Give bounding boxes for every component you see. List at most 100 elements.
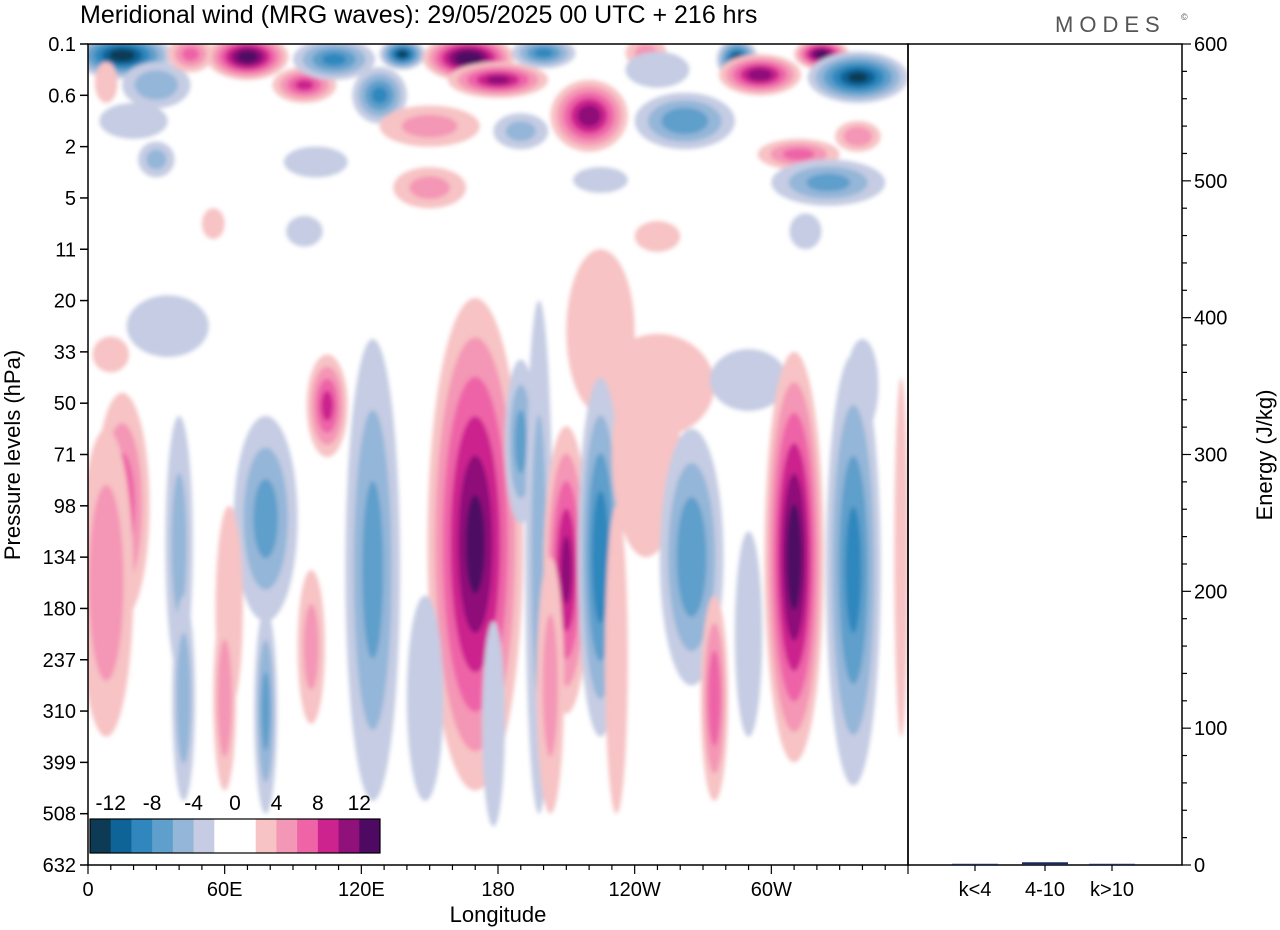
wind-cell: [379, 105, 480, 147]
colorbar-segment: [110, 819, 132, 853]
wind-cell: [894, 377, 908, 737]
x-axis-title: Longitude: [450, 902, 547, 927]
y-axis-title: Pressure levels (hPa): [0, 350, 25, 560]
energy-category-label: 4-10: [1025, 879, 1065, 901]
logo-mark: ©: [1181, 12, 1188, 22]
energy-tick-label: 0: [1194, 855, 1205, 877]
energy-tick-label: 100: [1194, 718, 1227, 740]
wind-cell: [700, 595, 729, 801]
energy-tick-label: 600: [1194, 34, 1227, 56]
colorbar-segment: [359, 819, 381, 853]
wind-cell: [493, 113, 549, 150]
colorbar-label: -4: [184, 792, 203, 815]
wind-cell: [122, 61, 191, 109]
contour-field: [88, 44, 908, 827]
longitude-tick-label: 0: [82, 879, 93, 901]
colorbar-segment: [338, 819, 360, 853]
pressure-tick-label: 20: [54, 291, 76, 313]
colorbar-label: 4: [271, 792, 283, 815]
wind-cell: [734, 531, 763, 737]
wind-cell: [297, 569, 325, 724]
wind-cell: [771, 159, 886, 206]
wind-cell: [634, 221, 681, 252]
wind-cell: [352, 67, 407, 124]
wind-cell: [807, 51, 908, 104]
wind-cell: [88, 428, 134, 737]
wind-cell: [254, 608, 278, 814]
colorbar-segment: [276, 819, 298, 853]
energy-tick-label: 200: [1194, 581, 1227, 603]
wind-cell: [306, 354, 348, 458]
pressure-tick-label: 33: [54, 342, 76, 364]
colorbar-label: 0: [229, 792, 241, 815]
chart-title: Meridional wind (MRG waves): 29/05/2025 …: [80, 1, 757, 29]
longitude-axis: 0 60E 120E 180 120W 60W: [82, 865, 909, 901]
longitude-tick-label: 120E: [338, 879, 385, 901]
wind-cell: [345, 339, 401, 801]
pressure-tick-label: 2: [65, 137, 76, 159]
wind-cell: [789, 213, 822, 250]
wind-cell: [511, 44, 576, 69]
wind-cell: [293, 44, 375, 80]
colorbar-segment: [214, 819, 236, 853]
wind-cell: [172, 595, 196, 801]
wind-cell: [92, 336, 129, 373]
wind-cell: [573, 167, 628, 193]
wind-cell: [406, 595, 444, 801]
pressure-tick-label: 134: [43, 547, 76, 569]
longitude-tick-label: 180: [481, 879, 514, 901]
pressure-tick-label: 180: [43, 598, 76, 620]
colorbar-segment: [297, 819, 319, 853]
wind-cell: [835, 120, 881, 152]
colorbar-segment: [255, 819, 277, 853]
pressure-tick-label: 0.1: [48, 34, 76, 56]
energy-bar: [1022, 862, 1068, 865]
wind-cell: [286, 215, 323, 247]
wind-cell: [213, 605, 237, 791]
wind-cell: [536, 557, 565, 814]
colorbar-label: 12: [348, 792, 371, 815]
wind-cell: [605, 505, 628, 814]
wind-cell: [126, 295, 209, 358]
energy-axis-title: Energy (J/kg): [1252, 390, 1277, 521]
wind-cell: [634, 92, 735, 150]
energy-axis: 0 100 200 300 400 500 600: [1182, 34, 1227, 877]
wind-cell: [482, 621, 505, 827]
colorbar-segment: [152, 819, 174, 853]
longitude-tick-label: 60W: [751, 879, 792, 901]
colorbar-segment: [317, 819, 340, 853]
wind-cell: [447, 61, 549, 98]
modes-logo: MODES ©: [1055, 12, 1188, 37]
energy-tick-label: 300: [1194, 445, 1227, 467]
colorbar-segment: [90, 819, 112, 853]
colorbar-segment: [172, 819, 195, 853]
pressure-tick-label: 50: [54, 393, 76, 415]
pressure-tick-label: 98: [54, 496, 76, 518]
wind-cell: [94, 61, 118, 104]
energy-category-label: k>10: [1090, 879, 1134, 901]
pressure-tick-label: 399: [43, 752, 76, 774]
pressure-axis: 0.1 0.6 2 5 11 20 33 50 71 98 134 180 237 310 399 508 63…: [43, 34, 88, 877]
colorbar: -12 -8 -4 0 4 8 12: [89, 792, 381, 854]
colorbar-label: -8: [143, 792, 162, 815]
pressure-tick-label: 508: [43, 804, 76, 826]
colorbar-segment: [193, 819, 215, 853]
wind-cell: [379, 44, 426, 70]
logo-text: MODES: [1055, 12, 1166, 37]
wind-cell: [233, 416, 298, 622]
wind-cell: [201, 208, 225, 239]
wind-cell: [99, 103, 168, 139]
pressure-tick-label: 71: [54, 445, 76, 467]
wind-cell: [393, 167, 467, 209]
wind-cell: [709, 349, 788, 411]
pressure-tick-label: 237: [43, 650, 76, 672]
wind-cell: [764, 351, 824, 763]
pressure-tick-label: 0.6: [48, 85, 76, 107]
energy-plot-frame: [907, 43, 1183, 866]
wind-cell: [826, 354, 881, 786]
wind-cell: [138, 141, 175, 178]
energy-tick-label: 400: [1194, 308, 1227, 330]
colorbar-frame: [89, 818, 381, 854]
wind-cell: [625, 51, 690, 88]
